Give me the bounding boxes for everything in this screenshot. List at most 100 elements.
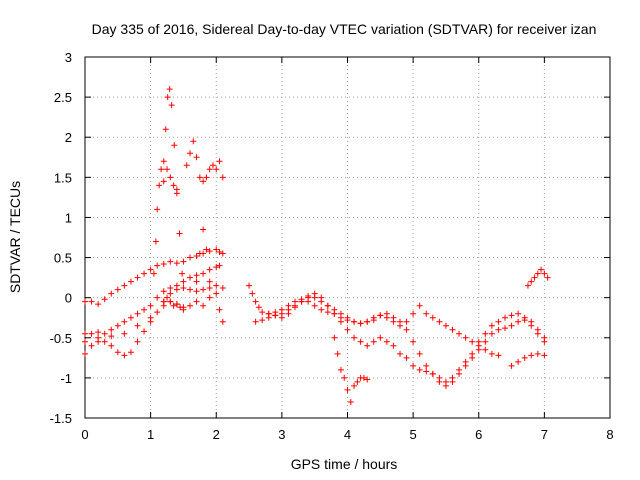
data-point: [164, 94, 171, 101]
data-point: [528, 278, 535, 285]
data-point: [521, 354, 528, 361]
data-point: [209, 162, 216, 169]
data-point: [108, 333, 115, 340]
data-point: [206, 266, 213, 273]
data-point: [429, 314, 436, 321]
data-point: [88, 298, 95, 305]
data-point: [364, 342, 371, 349]
data-point: [147, 314, 154, 321]
data-point: [344, 326, 351, 333]
data-point: [285, 302, 292, 309]
y-tick-label: 1: [65, 210, 72, 225]
data-point: [193, 154, 200, 161]
y-tick-label: 3: [65, 50, 72, 65]
data-point: [298, 296, 305, 303]
data-point: [173, 301, 180, 308]
data-point: [121, 352, 128, 359]
data-point: [403, 318, 410, 325]
data-point: [469, 354, 476, 361]
y-tick-label: 1.5: [54, 170, 72, 185]
data-point: [114, 286, 121, 293]
data-point: [449, 326, 456, 333]
data-point: [337, 366, 344, 373]
data-point: [508, 322, 515, 329]
y-tick-label: -1: [60, 371, 72, 386]
data-point: [162, 126, 169, 133]
data-point: [538, 266, 545, 273]
data-point: [121, 282, 128, 289]
data-point: [495, 352, 502, 359]
data-point: [292, 298, 298, 305]
data-point: [475, 338, 482, 345]
x-tick-label: 1: [147, 427, 154, 442]
data-point: [285, 310, 292, 317]
data-point: [351, 382, 358, 389]
data-point: [397, 318, 403, 325]
data-point: [167, 285, 174, 292]
x-tick-label: 7: [541, 427, 548, 442]
data-point: [200, 270, 207, 277]
data-point: [168, 102, 175, 109]
data-point: [423, 362, 430, 369]
data-point: [114, 349, 121, 356]
data-point: [164, 294, 171, 301]
data-point: [272, 309, 279, 316]
data-point: [482, 346, 489, 353]
data-point: [357, 338, 364, 345]
data-point: [108, 290, 115, 297]
data-point: [305, 298, 312, 305]
data-point: [213, 264, 220, 271]
data-point: [456, 330, 463, 337]
data-point: [213, 290, 220, 297]
data-point: [206, 285, 213, 292]
series-track-4: [82, 290, 226, 345]
data-point: [292, 304, 298, 311]
x-tick-label: 2: [213, 427, 220, 442]
data-point: [200, 178, 207, 185]
data-point: [318, 294, 325, 301]
data-point: [164, 166, 171, 173]
data-point: [179, 270, 186, 277]
data-point: [180, 278, 187, 285]
data-point: [515, 318, 522, 325]
data-point: [154, 262, 161, 269]
data-point: [147, 266, 154, 273]
series-track-1: [82, 246, 226, 308]
data-point: [156, 182, 163, 189]
series-track-8: [265, 296, 548, 389]
data-point: [101, 296, 108, 303]
data-point: [524, 282, 531, 289]
data-point: [305, 293, 312, 300]
data-point: [213, 282, 220, 289]
data-point: [141, 328, 148, 335]
data-point: [167, 174, 174, 181]
data-point: [410, 310, 417, 317]
data-point: [114, 322, 121, 329]
data-point: [278, 314, 285, 321]
data-point: [423, 310, 430, 317]
data-point: [170, 302, 177, 309]
data-point: [82, 350, 88, 357]
x-tick-label: 8: [606, 427, 613, 442]
data-point: [180, 285, 187, 292]
data-point: [173, 186, 180, 193]
data-point: [311, 290, 318, 297]
data-point: [216, 306, 223, 313]
data-point: [200, 226, 207, 233]
data-point: [134, 310, 141, 317]
data-point: [508, 362, 515, 369]
data-point: [193, 272, 200, 279]
y-axis-label: SDTVAR / TECUs: [7, 181, 23, 293]
y-tick-label: -0.5: [50, 331, 72, 346]
series-spike-4: [193, 226, 213, 285]
data-point: [127, 314, 134, 321]
data-point: [255, 304, 262, 311]
data-point: [331, 334, 338, 341]
data-point: [521, 317, 528, 324]
data-point: [160, 158, 167, 165]
data-point: [462, 334, 469, 341]
data-point: [154, 294, 161, 301]
data-point: [216, 158, 223, 165]
data-point: [196, 174, 203, 181]
data-point: [311, 302, 318, 309]
